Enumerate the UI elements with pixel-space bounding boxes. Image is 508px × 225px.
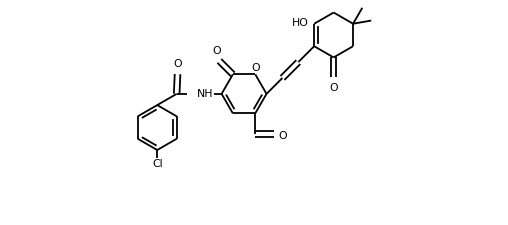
Text: O: O <box>278 130 287 140</box>
Text: O: O <box>329 83 338 93</box>
Text: O: O <box>213 46 221 56</box>
Text: O: O <box>173 59 182 69</box>
Text: O: O <box>251 63 260 72</box>
Text: Cl: Cl <box>152 158 163 168</box>
Text: NH: NH <box>198 89 214 99</box>
Text: HO: HO <box>292 18 309 28</box>
